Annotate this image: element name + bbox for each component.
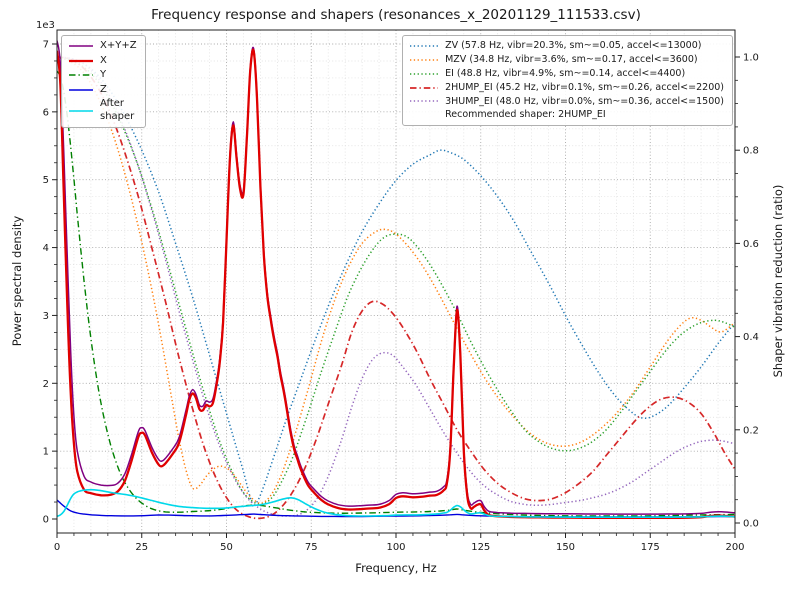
tick-label: 7 [43, 40, 49, 51]
legend-item-3hump_ei: 3HUMP_EI (48.0 Hz, vibr=0.0%, sm~=0.36, … [409, 96, 724, 108]
tick-label: 25 [135, 542, 148, 553]
legend-label: Z [100, 83, 107, 95]
legend-psd: X+Y+Z X Y Z After shaper [61, 35, 146, 128]
legend-item-mzv: MZV (34.8 Hz, vibr=3.6%, sm~=0.17, accel… [409, 54, 724, 66]
legend-item-x: X [68, 55, 137, 68]
legend-label: Recommended shaper: 2HUMP_EI [445, 109, 606, 121]
x-line-sample-icon [68, 56, 94, 66]
tick-label: 5 [43, 175, 49, 186]
series-after-shaper-line [57, 488, 735, 519]
tick-label: 175 [641, 542, 660, 553]
tick-label: 1.0 [743, 53, 759, 64]
y-axis-label-left: Power spectral density [10, 215, 24, 347]
tick-label: 75 [305, 542, 318, 553]
3hump_ei-line-sample-icon [409, 96, 439, 106]
x-y-z-line-sample-icon [68, 41, 94, 51]
tick-label: 0.6 [743, 239, 759, 250]
recommended-shaper-line-sample-icon [409, 110, 439, 120]
tick-label: 0.0 [743, 519, 759, 530]
tick-label: 125 [471, 542, 490, 553]
tick-label: 4 [43, 243, 49, 254]
tick-label: 100 [386, 542, 405, 553]
legend-label: MZV (34.8 Hz, vibr=3.6%, sm~=0.17, accel… [445, 53, 698, 65]
y-axis-label-right: Shaper vibration reduction (ratio) [771, 184, 785, 378]
legend-item-recommended-shaper: Recommended shaper: 2HUMP_EI [409, 109, 724, 121]
series-zv-line [57, 56, 735, 508]
tick-label: 0 [54, 542, 60, 553]
legend-item-zv: ZV (57.8 Hz, vibr=20.3%, sm~=0.05, accel… [409, 40, 724, 52]
legend-item-ei: EI (48.8 Hz, vibr=4.9%, sm~=0.14, accel<… [409, 68, 724, 80]
mzv-line-sample-icon [409, 55, 439, 65]
tick-label: 0.8 [743, 146, 759, 157]
legend-item-x-y-z: X+Y+Z [68, 40, 137, 53]
tick-label: 1 [43, 447, 49, 458]
legend-label: Y [100, 69, 107, 80]
tick-label: 200 [725, 542, 744, 553]
legend-label: 2HUMP_EI (45.2 Hz, vibr=0.1%, sm~=0.26, … [445, 81, 724, 93]
x-axis-label: Frequency, Hz [355, 561, 437, 575]
series-3hump_ei-line [57, 56, 735, 517]
series-x-line [57, 48, 735, 520]
series-2hump_ei-line [57, 56, 735, 520]
z-line-sample-icon [68, 85, 94, 95]
tick-label: 2 [43, 379, 49, 390]
legend-label: X [100, 54, 107, 66]
tick-label: 0 [43, 515, 49, 526]
tick-label: 3 [43, 311, 49, 322]
legend-item-z: Z [68, 84, 137, 97]
legend-item-after-shaper: After shaper [68, 98, 137, 123]
legend-label: X+Y+Z [100, 40, 137, 51]
tick-label: 50 [220, 542, 233, 553]
legend-label: After shaper [100, 98, 135, 122]
legend-label: 3HUMP_EI (48.0 Hz, vibr=0.0%, sm~=0.36, … [445, 95, 724, 107]
y-line-sample-icon [68, 70, 94, 80]
axis-ticks: 0 25 50 75 100 125 150 175 200 0 1 2 3 4 5 6 7 0.0 0.2 0.4 0… [43, 40, 759, 554]
ei-line-sample-icon [409, 69, 439, 79]
tick-label: 0.4 [743, 332, 759, 343]
tick-label: 6 [43, 107, 49, 118]
tick-label: 0.2 [743, 425, 759, 436]
tick-label: 150 [556, 542, 575, 553]
legend-shapers: ZV (57.8 Hz, vibr=20.3%, sm~=0.05, accel… [402, 35, 733, 127]
zv-line-sample-icon [409, 41, 439, 51]
after-shaper-line-sample-icon [68, 106, 94, 116]
legend-item-y: Y [68, 69, 137, 82]
legend-item-2hump_ei: 2HUMP_EI (45.2 Hz, vibr=0.1%, sm~=0.26, … [409, 82, 724, 94]
legend-label: ZV (57.8 Hz, vibr=20.3%, sm~=0.05, accel… [445, 40, 702, 51]
legend-label: EI (48.8 Hz, vibr=4.9%, sm~=0.14, accel<… [445, 67, 686, 79]
chart-title: Frequency response and shapers (resonanc… [151, 7, 641, 23]
axis-offset-text: 1e3 [36, 20, 55, 31]
2hump_ei-line-sample-icon [409, 83, 439, 93]
